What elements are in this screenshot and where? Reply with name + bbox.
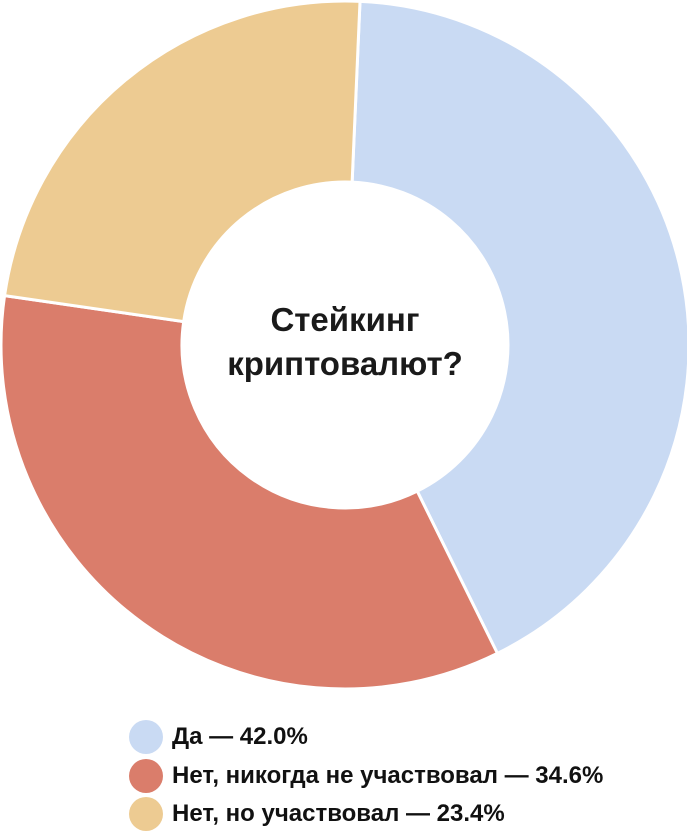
- legend-label: Нет, никогда не участвовал — 34.6%: [172, 761, 604, 789]
- pie-slice: [2, 0, 362, 324]
- legend-swatch: [129, 758, 163, 793]
- legend-item: Да — 42.0%: [129, 718, 603, 757]
- pie-slice: [350, 0, 687, 656]
- legend-swatch: [129, 720, 163, 755]
- pie-slice: [0, 293, 500, 691]
- legend-label: Нет, но участвовал — 23.4%: [172, 800, 505, 828]
- legend-item: Нет, никогда не участвовал — 34.6%: [129, 757, 603, 796]
- legend-swatch: [129, 797, 163, 832]
- legend-label: Да — 42.0%: [172, 723, 308, 751]
- chart-title: Стейкинг криптовалют?: [227, 301, 463, 382]
- legend: Да — 42.0% Нет, никогда не участвовал — …: [129, 718, 603, 834]
- legend-item: Нет, но участвовал — 23.4%: [129, 795, 603, 834]
- donut-chart: [0, 0, 687, 691]
